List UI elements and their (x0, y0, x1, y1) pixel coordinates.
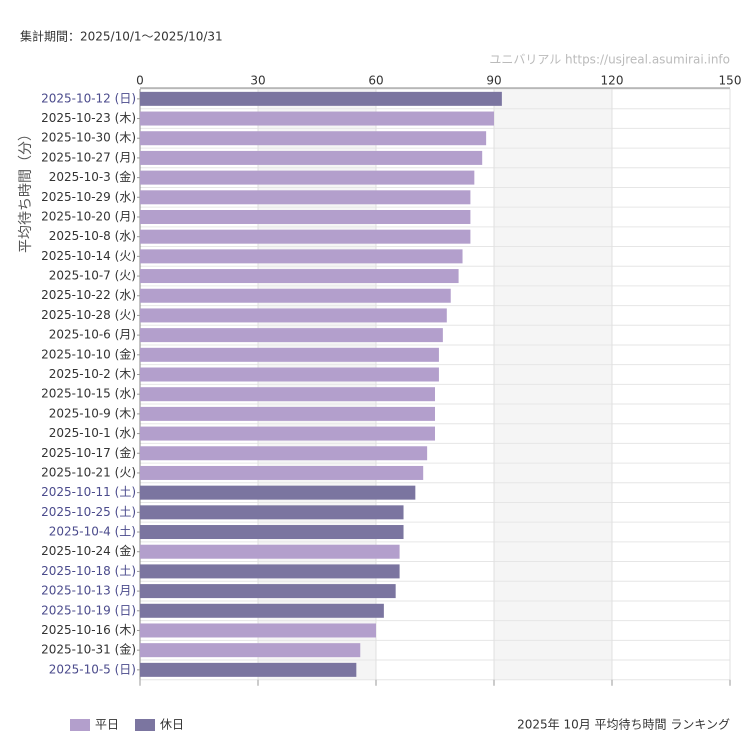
y-tick-label: 2025-10-7 (火) (49, 269, 136, 283)
y-tick-label: 2025-10-13 (月) (41, 584, 136, 598)
bar (140, 367, 439, 382)
bar (140, 249, 463, 264)
bar (140, 584, 396, 599)
y-tick-label: 2025-10-16 (木) (41, 623, 136, 637)
x-tick-label: 60 (368, 74, 383, 88)
bar (140, 623, 376, 638)
bar (140, 564, 400, 579)
chart-title: 2025年 10月 平均待ち時間 ランキング (517, 718, 730, 732)
y-tick-label: 2025-10-12 (日) (41, 91, 136, 105)
bar (140, 387, 435, 402)
bar (140, 131, 487, 146)
y-tick-label: 2025-10-22 (水) (41, 288, 136, 302)
bar (140, 170, 475, 185)
y-tick-label: 2025-10-2 (木) (49, 367, 136, 381)
bar (140, 91, 502, 106)
y-tick-label: 2025-10-19 (日) (41, 603, 136, 617)
y-tick-label: 2025-10-5 (日) (49, 662, 136, 676)
y-tick-label: 2025-10-30 (木) (41, 131, 136, 145)
bar (140, 150, 483, 165)
bar (140, 662, 357, 677)
y-tick-label: 2025-10-11 (土) (41, 485, 136, 499)
bar (140, 269, 459, 284)
source: ユニバリアル https://usjreal.asumirai.info (489, 53, 730, 67)
bar (140, 111, 494, 126)
y-tick-label: 2025-10-15 (水) (41, 387, 136, 401)
y-tick-label: 2025-10-6 (月) (49, 328, 136, 342)
y-tick-label: 2025-10-20 (月) (41, 209, 136, 223)
y-tick-label: 2025-10-9 (木) (49, 406, 136, 420)
bar (140, 525, 404, 540)
y-tick-label: 2025-10-18 (土) (41, 564, 136, 578)
y-tick-label: 2025-10-23 (木) (41, 111, 136, 125)
legend-swatch (70, 719, 90, 731)
period: 集計期間：2025/10/1〜2025/10/31 (20, 29, 223, 44)
legend-label: 平日 (95, 718, 119, 732)
bar (140, 328, 443, 343)
y-tick-label: 2025-10-25 (土) (41, 505, 136, 519)
bar (140, 347, 439, 362)
y-tick-label: 2025-10-24 (金) (41, 543, 136, 558)
y-tick-label: 2025-10-10 (金) (41, 346, 136, 361)
x-tick-label: 90 (486, 74, 501, 88)
y-tick-label: 2025-10-4 (土) (49, 525, 136, 539)
y-tick-label: 2025-10-3 (金) (49, 169, 136, 184)
y-tick-label: 2025-10-17 (金) (41, 445, 136, 460)
y-tick-label: 2025-10-31 (金) (41, 642, 136, 657)
x-tick-label: 0 (136, 74, 144, 88)
bar (140, 603, 384, 618)
legend-label: 休日 (160, 718, 184, 732)
bar (140, 643, 361, 658)
y-tick-label: 2025-10-8 (水) (49, 229, 136, 243)
y-tick-label: 2025-10-21 (火) (41, 465, 136, 479)
bar (140, 229, 471, 244)
y-tick-label: 2025-10-29 (水) (41, 190, 136, 204)
y-tick-label: 2025-10-14 (火) (41, 249, 136, 263)
bar (140, 190, 471, 205)
bar (140, 544, 400, 559)
x-tick-label: 150 (719, 74, 742, 88)
bar (140, 406, 435, 421)
bar (140, 465, 424, 480)
x-tick-label: 30 (250, 74, 265, 88)
bar (140, 288, 451, 303)
bar (140, 426, 435, 441)
y-axis-label: 平均待ち時間（分） (18, 127, 34, 253)
y-tick-label: 2025-10-27 (月) (41, 150, 136, 164)
bar (140, 446, 428, 461)
y-tick-label: 2025-10-1 (水) (49, 426, 136, 440)
x-tick-label: 120 (601, 74, 624, 88)
legend-swatch (135, 719, 155, 731)
y-tick-label: 2025-10-28 (火) (41, 308, 136, 322)
bar (140, 209, 471, 224)
bar (140, 485, 416, 500)
bar (140, 505, 404, 520)
bar (140, 308, 447, 323)
